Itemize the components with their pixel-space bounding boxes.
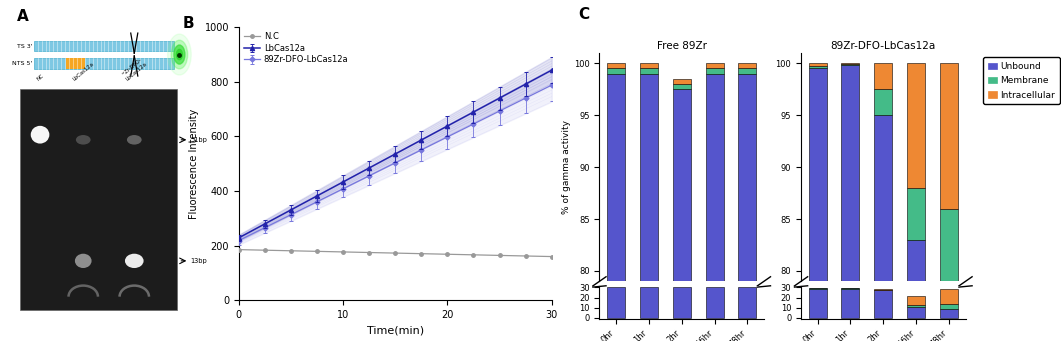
Ellipse shape	[125, 254, 143, 268]
Bar	[607, 69, 625, 74]
Ellipse shape	[76, 135, 90, 145]
Bar	[907, 188, 925, 240]
Bar	[841, 65, 859, 341]
Bar	[907, 307, 925, 318]
Bar	[640, 69, 658, 74]
Legend: N.C, LbCas12a, 89Zr-DFO-LbCas12a: N.C, LbCas12a, 89Zr-DFO-LbCas12a	[243, 31, 349, 65]
Bar	[738, 63, 756, 69]
Bar	[874, 291, 892, 318]
Bar	[706, 63, 724, 69]
Bar	[907, 296, 925, 305]
Circle shape	[171, 40, 188, 69]
Text: 51bp: 51bp	[190, 137, 207, 143]
Text: A: A	[17, 9, 29, 24]
Bar	[940, 309, 958, 318]
Text: NC: NC	[36, 73, 45, 82]
Bar	[808, 288, 827, 289]
Bar	[640, 287, 658, 318]
Bar	[907, 240, 925, 341]
Text: NTS 5': NTS 5'	[12, 61, 32, 65]
Circle shape	[174, 45, 185, 64]
Bar	[874, 89, 892, 115]
Text: C: C	[578, 7, 589, 22]
Ellipse shape	[75, 254, 91, 268]
Bar	[706, 74, 724, 341]
Bar	[673, 79, 691, 84]
Bar	[808, 63, 827, 66]
Bar	[808, 289, 827, 318]
Bar	[607, 74, 625, 341]
Text: LbCas12a: LbCas12a	[72, 61, 94, 82]
Bar	[841, 63, 859, 64]
Title: 89Zr-DFO-LbCas12a: 89Zr-DFO-LbCas12a	[831, 41, 936, 51]
Bar	[706, 69, 724, 74]
Bar	[907, 305, 925, 307]
X-axis label: Time(min): Time(min)	[367, 325, 423, 335]
Y-axis label: % of gamma activity: % of gamma activity	[562, 120, 571, 214]
Bar	[607, 63, 625, 69]
Bar	[673, 89, 691, 341]
Bar	[738, 287, 756, 318]
FancyBboxPatch shape	[34, 41, 174, 51]
Legend: Unbound, Membrane, Intracellular: Unbound, Membrane, Intracellular	[984, 57, 1060, 104]
Bar	[841, 289, 859, 318]
Title: Free 89Zr: Free 89Zr	[657, 41, 707, 51]
Circle shape	[168, 34, 191, 75]
Circle shape	[176, 49, 182, 60]
Bar	[738, 74, 756, 341]
Bar	[940, 290, 958, 303]
Bar	[874, 290, 892, 291]
Bar	[640, 74, 658, 341]
Bar	[808, 66, 827, 69]
Ellipse shape	[31, 126, 50, 144]
Bar	[738, 69, 756, 74]
Text: ⁸⁹Zr-DFO-
LbCas12a: ⁸⁹Zr-DFO- LbCas12a	[121, 57, 147, 82]
Text: TS 3': TS 3'	[17, 44, 32, 48]
Bar	[607, 287, 625, 318]
Bar	[874, 115, 892, 341]
Text: B: B	[182, 16, 194, 31]
Bar	[673, 84, 691, 89]
Bar	[940, 209, 958, 292]
Bar	[673, 287, 691, 318]
Bar	[808, 69, 827, 341]
FancyBboxPatch shape	[20, 89, 177, 310]
Bar	[940, 303, 958, 309]
Bar	[907, 63, 925, 188]
Bar	[874, 63, 892, 89]
Ellipse shape	[127, 135, 141, 145]
Bar	[940, 63, 958, 209]
FancyBboxPatch shape	[66, 58, 85, 69]
FancyBboxPatch shape	[34, 58, 174, 69]
Bar	[940, 292, 958, 341]
Y-axis label: Fluorescence Intensity: Fluorescence Intensity	[189, 108, 199, 219]
Bar	[841, 64, 859, 65]
Text: 13bp: 13bp	[190, 258, 207, 264]
Bar	[640, 63, 658, 69]
Bar	[706, 287, 724, 318]
